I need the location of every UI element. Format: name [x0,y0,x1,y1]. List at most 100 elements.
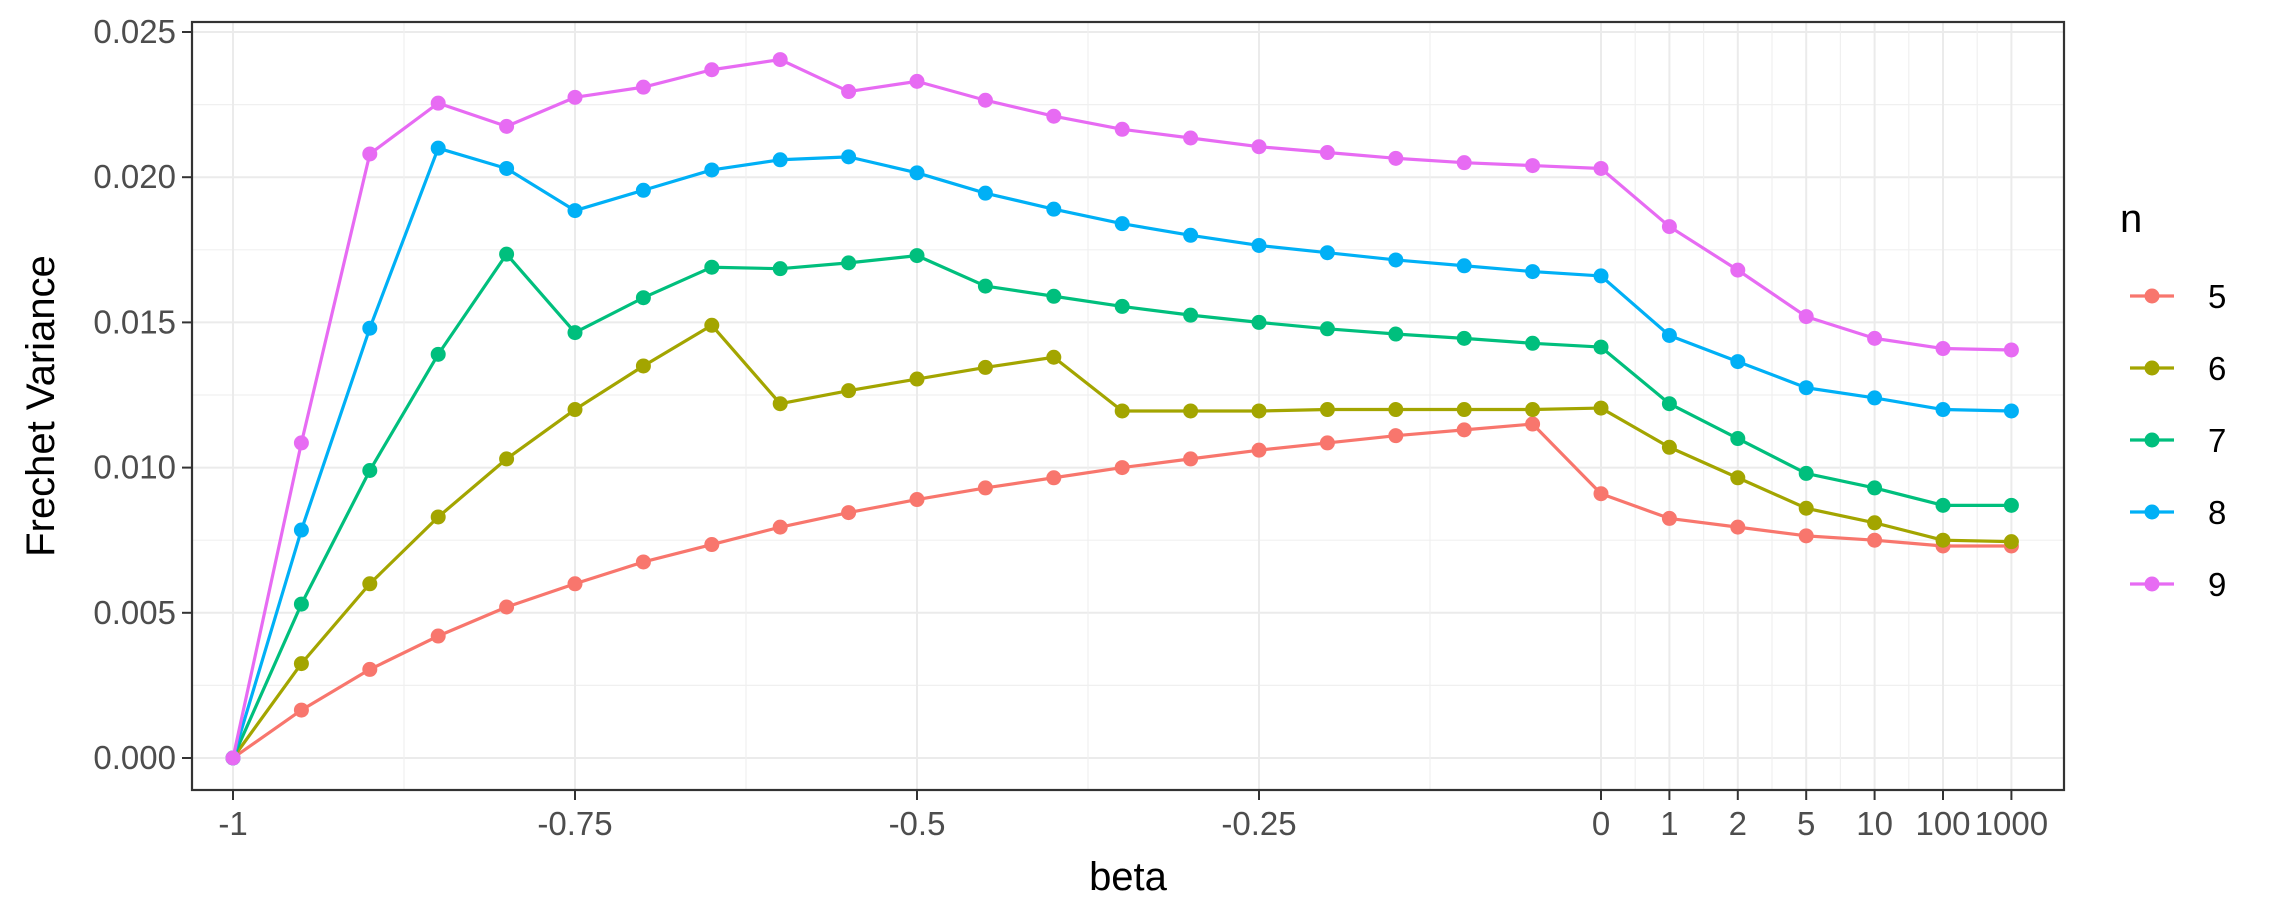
data-point [2003,403,2019,419]
data-point [293,702,309,718]
data-point [772,152,788,168]
data-point [1867,390,1883,406]
y-tick-label: 0.010 [93,449,176,486]
data-point [1525,335,1541,351]
data-point [841,505,857,521]
data-point [430,95,446,111]
data-point [1251,403,1267,419]
data-point [977,359,993,375]
data-point [635,554,651,570]
x-tick-label: 1000 [1975,805,2048,842]
data-point [1730,262,1746,278]
legend-key-point [2144,576,2160,592]
legend-label: 7 [2208,422,2226,459]
x-tick-label: 1 [1660,805,1678,842]
data-point [430,628,446,644]
legend-item: 6 [2130,350,2226,387]
data-point [2003,497,2019,513]
data-point [293,522,309,538]
data-point [1388,402,1404,418]
data-point [1525,264,1541,280]
data-point [1730,431,1746,447]
data-point [1456,258,1472,274]
data-point [1525,158,1541,174]
y-tick-label: 0.020 [93,158,176,195]
data-point [1319,145,1335,161]
data-point [1456,402,1472,418]
data-point [1867,330,1883,346]
data-point [1183,227,1199,243]
data-point [1935,402,1951,418]
data-point [499,118,515,134]
data-point [1319,321,1335,337]
data-point [1251,442,1267,458]
data-point [1114,403,1130,419]
legend-label: 6 [2208,350,2226,387]
data-point [1525,416,1541,432]
data-point [1114,216,1130,232]
data-point [1525,402,1541,418]
x-tick-label: -0.75 [537,805,612,842]
data-point [841,149,857,165]
series-5 [225,416,2019,766]
data-point [1183,403,1199,419]
data-point [362,661,378,677]
series-9 [225,52,2019,766]
legend-title: n [2120,197,2142,241]
x-tick-label: -0.5 [889,805,946,842]
data-point [567,576,583,592]
series-6 [225,317,2019,766]
legend-key-point [2144,360,2160,376]
legend-key-point [2144,432,2160,448]
data-point [704,62,720,78]
data-point [1046,288,1062,304]
data-point [1388,150,1404,166]
legend-key-point [2144,504,2160,520]
data-point [977,92,993,108]
data-point [1183,451,1199,467]
data-point [1730,354,1746,370]
data-point [1046,349,1062,365]
data-point [567,203,583,219]
data-point [772,261,788,277]
data-point [977,185,993,201]
data-point [1456,330,1472,346]
data-point [1251,139,1267,155]
data-point [1114,460,1130,476]
data-point [2003,342,2019,358]
data-point [1319,402,1335,418]
y-axis-title: Frechet Variance [19,255,63,557]
data-point [909,371,925,387]
data-point [499,451,515,467]
data-point [704,259,720,275]
data-point [841,84,857,100]
data-point [1593,160,1609,176]
x-tick-label: 100 [1915,805,1970,842]
legend-key-point [2144,288,2160,304]
series-8 [225,140,2019,766]
data-point [1046,201,1062,217]
data-point [1661,510,1677,526]
data-point [499,246,515,262]
data-point [1388,326,1404,342]
x-tick-label: 10 [1856,805,1893,842]
data-point [1593,400,1609,416]
data-point [909,492,925,508]
data-point [1867,480,1883,496]
data-point [1319,435,1335,451]
data-point [1593,486,1609,502]
data-point [567,325,583,341]
legend-label: 5 [2208,278,2226,315]
series-group [225,52,2019,766]
data-point [1798,380,1814,396]
legend-label: 9 [2208,566,2226,603]
x-tick-label: 5 [1797,805,1815,842]
data-point [1251,314,1267,330]
data-point [704,537,720,553]
data-point [772,52,788,68]
legend-item: 5 [2130,278,2226,315]
data-point [772,519,788,535]
data-point [362,146,378,162]
